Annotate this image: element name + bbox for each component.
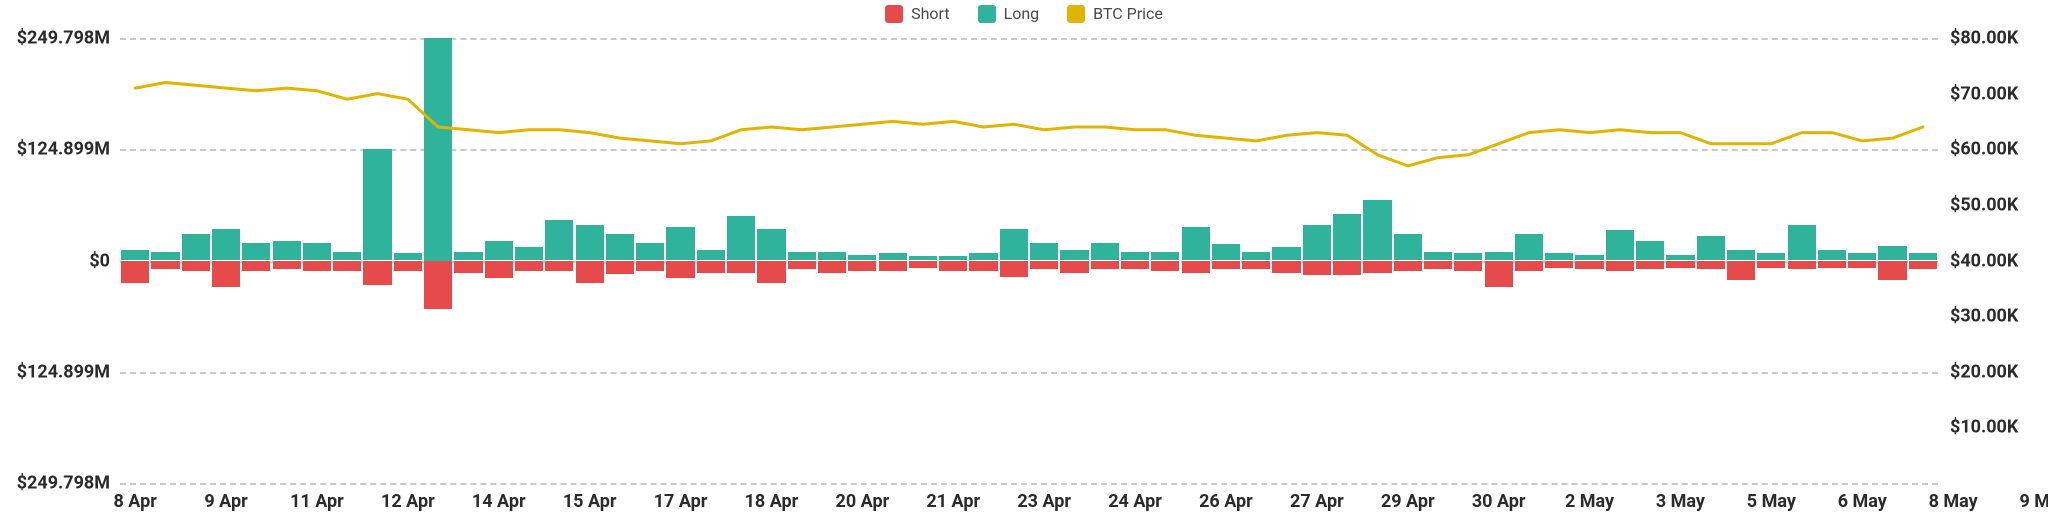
legend: Short Long BTC Price (0, 4, 2048, 23)
legend-item-short[interactable]: Short (885, 4, 949, 23)
x-tick-label: 9 Apr (204, 491, 247, 512)
x-tick-label: 3 May (1656, 491, 1705, 512)
x-tick-label: 8 Apr (113, 491, 156, 512)
legend-swatch (978, 5, 996, 23)
y-right-tick-label: $40.00K (1950, 250, 2018, 271)
x-tick-label: 11 Apr (290, 491, 344, 512)
x-tick-label: 2 May (1565, 491, 1614, 512)
legend-label: Short (911, 4, 949, 23)
liquidation-chart: Short Long BTC Price $249.798M $124.899M $0 $… (0, 0, 2048, 527)
btc-price-line-layer (120, 38, 1938, 483)
x-tick-label: 12 Apr (381, 491, 435, 512)
x-tick-label: 14 Apr (472, 491, 526, 512)
x-tick-label: 27 Apr (1290, 491, 1344, 512)
y-right-tick-label: $50.00K (1950, 194, 2018, 215)
btc-price-line (135, 83, 1923, 166)
x-tick-label: 20 Apr (836, 491, 890, 512)
x-tick-label: 24 Apr (1108, 491, 1162, 512)
x-tick-label: 21 Apr (926, 491, 980, 512)
x-tick-label: 30 Apr (1472, 491, 1526, 512)
x-tick-label: 26 Apr (1199, 491, 1253, 512)
y-left-tick-label: $0 (0, 250, 110, 271)
plot-area (120, 38, 1938, 483)
y-left-tick-label: $249.798M (0, 28, 110, 49)
legend-item-long[interactable]: Long (978, 4, 1040, 23)
y-right-tick-label: $20.00K (1950, 361, 2018, 382)
legend-label: BTC Price (1093, 4, 1163, 23)
legend-item-btc-price[interactable]: BTC Price (1067, 4, 1163, 23)
x-tick-label: 9 May (2019, 491, 2048, 512)
x-tick-label: 29 Apr (1381, 491, 1435, 512)
y-right-tick-label: $80.00K (1950, 28, 2018, 49)
y-left-tick-label: $124.899M (0, 139, 110, 160)
y-right-tick-label: $60.00K (1950, 139, 2018, 160)
y-right-tick-label: $70.00K (1950, 83, 2018, 104)
y-left-tick-label: $249.798M (0, 473, 110, 494)
x-tick-label: 17 Apr (654, 491, 708, 512)
y-left-tick-label: $124.899M (0, 361, 110, 382)
x-tick-label: 23 Apr (1017, 491, 1071, 512)
x-tick-label: 5 May (1747, 491, 1796, 512)
legend-swatch (885, 5, 903, 23)
y-right-tick-label: $30.00K (1950, 306, 2018, 327)
legend-label: Long (1004, 4, 1040, 23)
legend-swatch (1067, 5, 1085, 23)
x-tick-label: 18 Apr (745, 491, 799, 512)
y-right-tick-label: $10.00K (1950, 417, 2018, 438)
x-tick-label: 6 May (1838, 491, 1887, 512)
x-tick-label: 15 Apr (563, 491, 617, 512)
x-tick-label: 8 May (1929, 491, 1978, 512)
grid-line (120, 483, 1938, 485)
